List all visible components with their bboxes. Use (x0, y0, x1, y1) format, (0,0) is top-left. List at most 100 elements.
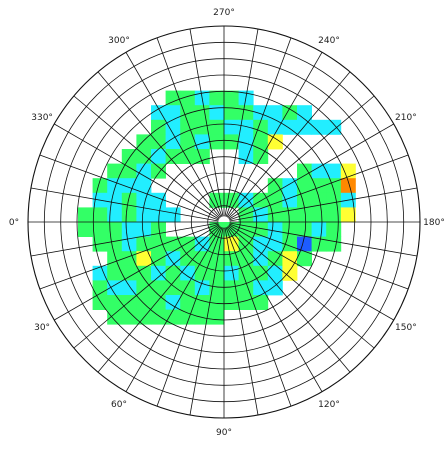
heatmap-cell (267, 236, 283, 252)
heatmap-cell (224, 90, 239, 106)
heatmap-cell (165, 207, 181, 223)
heatmap-cell (107, 265, 123, 281)
heatmap-cell (92, 295, 108, 310)
heatmap-cell (180, 119, 196, 135)
heatmap-cell (209, 134, 225, 150)
heatmap-cell (297, 222, 312, 237)
heatmap-cell (224, 134, 239, 150)
angle-tick-label: 240° (318, 36, 340, 46)
heatmap-cell (194, 309, 210, 325)
grid-spoke (54, 123, 220, 220)
heatmap-cell (326, 163, 342, 179)
heatmap-cell (194, 236, 210, 252)
heatmap-cell (238, 134, 254, 150)
heatmap-cell (165, 134, 181, 150)
heatmap-cell (136, 295, 152, 310)
heatmap-cell (107, 280, 123, 296)
heatmap-cell (297, 207, 312, 223)
heatmap-cell (107, 207, 123, 223)
heatmap-cell (238, 280, 254, 296)
heatmap-cell (165, 119, 181, 135)
angle-tick-label: 330° (31, 113, 53, 123)
heatmap-cell (151, 163, 166, 179)
heatmap-cell (136, 236, 152, 252)
heatmap-cell (238, 222, 254, 237)
heatmap-cell (165, 265, 181, 281)
polar-grid (27, 25, 421, 419)
heatmap-cell (297, 192, 312, 208)
grid-spoke (229, 154, 409, 221)
heatmap-cell (267, 222, 283, 237)
grid-spoke (39, 154, 219, 221)
heatmap-cell (151, 251, 166, 267)
heatmap-cell (238, 119, 254, 135)
grid-spoke (229, 223, 409, 290)
heatmap-cell (151, 134, 166, 150)
heatmap-cell (238, 192, 254, 208)
heatmap-cell (107, 222, 123, 237)
heatmap-cell (326, 236, 342, 252)
heatmap-cell (267, 207, 283, 223)
grid-spoke (229, 222, 418, 257)
heatmap-cell (121, 309, 137, 325)
heatmap-cell (326, 178, 342, 194)
heatmap-cell (151, 236, 166, 252)
heatmap-cell (209, 90, 225, 106)
heatmap-cell (121, 207, 137, 223)
heatmap-cell (224, 119, 239, 135)
grid-spoke (226, 52, 323, 218)
heatmap-cell (238, 251, 254, 267)
heatmap-cell (92, 222, 108, 237)
heatmap-cell (282, 105, 298, 121)
heatmap-cell (180, 134, 196, 150)
grid-spoke (156, 37, 223, 217)
angle-tick-label: 60° (111, 400, 127, 410)
heatmap-cell (282, 265, 298, 281)
grid-spoke (224, 28, 259, 217)
grid-spoke (156, 227, 223, 407)
heatmap-cell (224, 251, 239, 267)
heatmap-cell (267, 119, 283, 135)
heatmap-cell (165, 309, 181, 325)
heatmap-cell (78, 222, 93, 237)
heatmap-cell (194, 105, 210, 121)
heatmap-cell (340, 163, 356, 179)
heatmap-cell (194, 119, 210, 135)
grid-spoke (73, 225, 220, 349)
heatmap-cell (253, 134, 269, 150)
heatmap-cell (311, 207, 327, 223)
heatmap-cell (151, 265, 166, 281)
grid-spoke (30, 222, 219, 257)
heatmap-cell (340, 207, 356, 223)
angle-tick-label: 0° (9, 218, 19, 228)
angle-labels: 270° 240° 210° 180° 150° 120° 90° 60° 30° 0° 330° 3… (9, 8, 445, 438)
heatmap-cell (180, 90, 196, 106)
heatmap-cell (121, 222, 137, 237)
angle-tick-label: 210° (395, 113, 417, 123)
heatmap-cell (107, 309, 123, 325)
heatmap-cell (253, 149, 269, 164)
heatmap-cell (209, 295, 225, 310)
heatmap-cell (165, 105, 181, 121)
heatmap-cell (92, 207, 108, 223)
heatmap-cell (136, 251, 152, 267)
heatmap-cell (311, 119, 327, 135)
heatmap-cell (253, 251, 269, 267)
heatmap-cell (253, 105, 269, 121)
heatmap-cell (267, 280, 283, 296)
grid-spoke (228, 224, 394, 321)
heatmap-cell (297, 105, 312, 121)
heatmap-cell (326, 119, 342, 135)
heatmap-cell (224, 295, 239, 310)
heatmap-cell (253, 222, 269, 237)
heatmap-cell (107, 192, 123, 208)
heatmap-cell (165, 251, 181, 267)
heatmap-cell (107, 251, 123, 267)
heatmap-cell (180, 309, 196, 325)
heatmap-cell (136, 265, 152, 281)
grid-spoke (225, 227, 292, 407)
heatmap-cell (107, 295, 123, 310)
heatmap-cell (253, 192, 269, 208)
heatmap-cell (297, 251, 312, 267)
